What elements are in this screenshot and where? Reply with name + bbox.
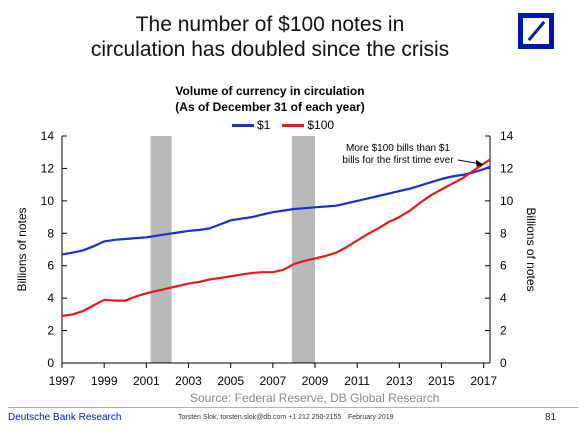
y-tick-label-left: 2: [47, 324, 54, 338]
annotation-line2: bills for the first time ever: [342, 155, 454, 166]
x-tick-label: 2003: [175, 374, 202, 388]
footer-divider: [8, 407, 579, 408]
chart-title-line2: (As of December 31 of each year): [175, 100, 365, 114]
y-tick-label-right: 2: [500, 324, 507, 338]
deutsche-bank-logo-icon: [518, 13, 554, 49]
x-tick-label: 2013: [386, 374, 413, 388]
chart-title-line1: Volume of currency in circulation: [175, 84, 365, 98]
y-tick-label-right: 4: [500, 291, 507, 305]
y-tick-label-right: 12: [500, 161, 514, 175]
y-tick-label-left: 14: [41, 129, 55, 143]
footer-org: Deutsche Bank Research: [8, 412, 122, 423]
chart-title: Volume of currency in circulation (As of…: [120, 83, 420, 115]
y-tick-label-left: 10: [41, 194, 55, 208]
x-tick-label: 1997: [49, 374, 76, 388]
x-tick-label: 2009: [302, 374, 329, 388]
x-tick-label: 2011: [344, 374, 370, 388]
legend-swatch-1: [232, 123, 254, 127]
legend-label-1: $1: [257, 118, 271, 132]
y-tick-label-right: 14: [500, 129, 514, 143]
chart-series: [61, 158, 491, 318]
y-tick-label-left: 0: [47, 356, 54, 370]
x-tick-label: 2001: [133, 374, 160, 388]
y-tick-label-left: 12: [41, 161, 55, 175]
x-tick-label: 2005: [217, 374, 244, 388]
page-title-line1: The number of $100 notes in: [135, 13, 405, 36]
x-tick-label: 2007: [259, 374, 286, 388]
footer-author: Torsten Slok, torsten.slok@db.com +1 212…: [178, 414, 342, 421]
y-axis-title-left: Billions of notes: [15, 207, 29, 291]
y-tick-label-right: 8: [500, 226, 507, 240]
series-line-2: [61, 158, 491, 318]
series-line-1: [61, 165, 491, 256]
y-axis-title-right: Billions of notes: [524, 207, 538, 291]
page-title-line2: circulation has doubled since the crisis: [90, 38, 450, 61]
legend-swatch-100: [282, 123, 305, 127]
y-tick-label-left: 6: [47, 259, 54, 273]
y-tick-label-left: 8: [47, 226, 54, 240]
page-title: The number of $100 notes in circulation …: [40, 12, 500, 62]
x-tick-label: 1999: [91, 374, 118, 388]
y-tick-label-right: 6: [500, 259, 507, 273]
annotation-arrow-head: [475, 159, 484, 167]
y-tick-label-left: 4: [47, 291, 54, 305]
y-tick-label-right: 0: [500, 356, 507, 370]
recession-bands: [150, 136, 316, 363]
annotation-arrow-line: [457, 159, 480, 165]
recession-band-1: [150, 136, 172, 363]
legend-item-1: $1: [232, 118, 270, 132]
x-tick-label: 2015: [428, 374, 455, 388]
legend-item-100: $100: [282, 118, 334, 132]
legend-label-100: $100: [307, 118, 335, 132]
chart-axes: 0 0 2 2 4 4 6 6 8 8 10 10 12 12 14 14 1997 1999 2001 2003 20…: [15, 129, 538, 388]
source-note: Source: Federal Reserve, DB Global Resea…: [190, 391, 440, 405]
chart-legend: $1 $100: [232, 117, 334, 133]
page-number: 81: [545, 412, 557, 423]
annotation-line1: More $100 bills than $1: [346, 143, 450, 154]
y-tick-label-right: 10: [500, 194, 514, 208]
x-tick-label: 2017: [470, 374, 497, 388]
recession-band-2: [291, 136, 316, 363]
footer-date: February 2019: [348, 414, 394, 421]
